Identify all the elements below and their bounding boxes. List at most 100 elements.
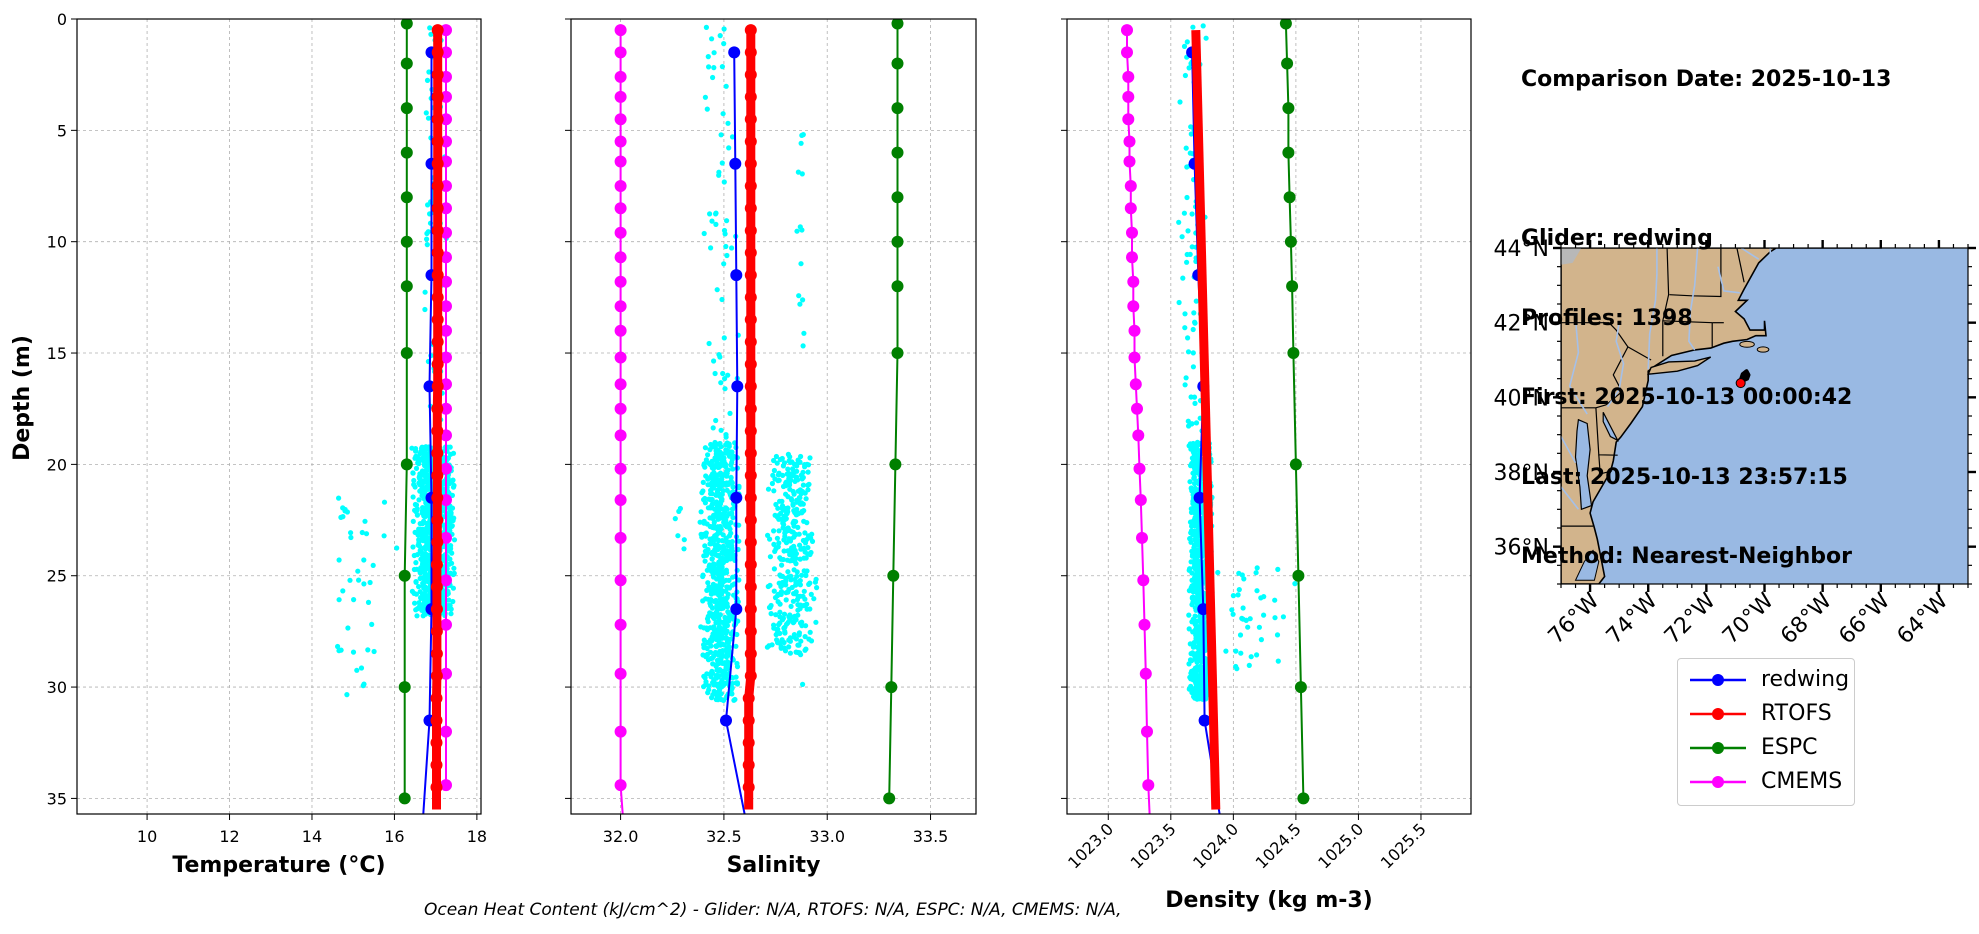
CMEMS-marker (440, 779, 452, 792)
glider-point (381, 533, 387, 539)
glider-point (1189, 602, 1195, 608)
glider-point (705, 54, 711, 60)
glider-point (765, 486, 772, 492)
glider-point (1176, 299, 1182, 306)
RTOFS-marker (742, 781, 755, 794)
glider-point (704, 645, 710, 652)
CMEMS-marker (1127, 275, 1140, 288)
glider-point (782, 529, 788, 535)
glider-point (1192, 485, 1198, 491)
glider-point (736, 538, 742, 544)
glider-point (799, 171, 805, 177)
glider-point (412, 455, 418, 461)
RTOFS-marker (744, 358, 757, 371)
CMEMS-marker (614, 226, 627, 239)
RTOFS-marker (742, 759, 755, 771)
glider-point (782, 533, 788, 540)
legend-label: ESPC (1761, 735, 1818, 760)
glider-point (1189, 553, 1195, 559)
RTOFS-marker (431, 402, 444, 415)
glider-point (722, 670, 728, 676)
glider-point (1184, 39, 1190, 45)
glider-point (711, 65, 717, 71)
glider-point (413, 448, 419, 454)
glider-point (788, 603, 794, 610)
RTOFS-marker (742, 736, 755, 749)
glider-point (723, 434, 729, 440)
glider-point (726, 453, 733, 459)
glider-point (1186, 588, 1192, 594)
glider-point (719, 653, 725, 659)
CMEMS-marker (614, 251, 627, 264)
glider-point (725, 120, 731, 126)
glider-point (358, 665, 365, 671)
glider-point (713, 454, 719, 460)
glider-point (782, 628, 788, 635)
plot-area (335, 19, 458, 814)
CMEMS-marker (440, 113, 452, 126)
glider-point (700, 488, 706, 494)
glider-point (369, 621, 375, 628)
glider-point (713, 210, 719, 216)
glider-point (1256, 624, 1262, 630)
glider-point (771, 541, 777, 548)
chesapeake-bay (1574, 418, 1593, 511)
x-tick-label: 1025.0 (1314, 819, 1367, 872)
glider-point (705, 476, 711, 482)
glider-point (446, 547, 452, 553)
x-tick-label: 18 (467, 827, 487, 846)
glider-point (796, 459, 802, 465)
glider-point (1192, 695, 1198, 701)
glider-point (728, 475, 734, 481)
RTOFS-marker (744, 135, 757, 148)
glider-point (335, 643, 341, 650)
glider-point (1258, 595, 1264, 601)
glider-point (715, 641, 722, 648)
glider-point (732, 696, 738, 703)
ESPC-marker (1292, 569, 1305, 582)
glider-point (798, 638, 804, 644)
RTOFS-marker (431, 469, 444, 482)
glider-point (417, 471, 423, 477)
glider-point (1191, 474, 1197, 480)
glider-point (716, 543, 722, 549)
profile-count: Profiles: 1398 (1521, 305, 1693, 331)
CMEMS-marker (440, 725, 452, 738)
glider-point (367, 579, 373, 586)
RTOFS-marker (430, 714, 443, 727)
ESPC-marker (398, 569, 411, 582)
plot-area (614, 19, 904, 814)
glider-point (1240, 605, 1246, 611)
glider-point (807, 629, 813, 635)
glider-point (722, 660, 728, 666)
glider-point (709, 556, 715, 562)
glider-point (446, 480, 452, 486)
glider-point (708, 597, 714, 603)
glider-point (355, 568, 361, 574)
map-x-tick-label: 74°W (1602, 588, 1663, 649)
glider-point (783, 578, 789, 584)
glider-point (1193, 298, 1199, 304)
glider-point (776, 470, 782, 476)
map-x-tick-label: 66°W (1834, 588, 1895, 649)
CMEMS-marker (614, 300, 627, 313)
river (1717, 266, 1740, 294)
glider-point (1215, 569, 1221, 576)
glider-point (725, 550, 732, 556)
glider-point (716, 673, 722, 679)
ESPC-marker (400, 102, 413, 115)
glider-point (773, 612, 779, 618)
RTOFS-marker (744, 580, 757, 593)
map-y-tick-label: 40°N (1494, 386, 1549, 411)
glider-point (781, 611, 788, 617)
glider-point (799, 508, 805, 515)
glider-point (414, 613, 420, 619)
glider-point (787, 538, 794, 544)
glider-point (724, 570, 730, 576)
glider-point (777, 609, 783, 615)
glider-point (1186, 612, 1192, 618)
glider-point (779, 503, 786, 509)
pamlico-sound (1574, 549, 1600, 581)
RTOFS-marker (744, 313, 757, 326)
glider-point (1189, 523, 1195, 529)
